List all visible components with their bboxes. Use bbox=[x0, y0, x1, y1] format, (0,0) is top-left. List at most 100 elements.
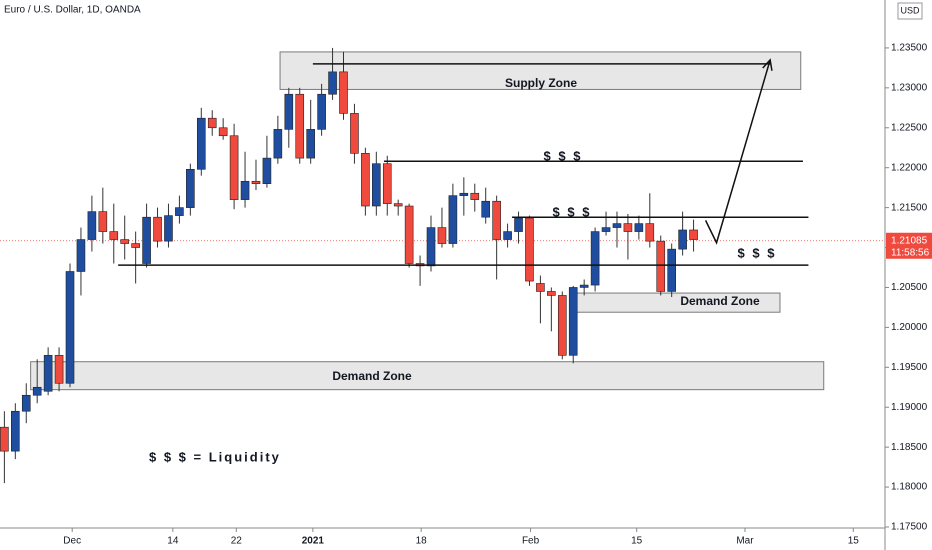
candle-body bbox=[634, 223, 644, 232]
arrow-head bbox=[762, 58, 773, 71]
candles bbox=[0, 47, 698, 484]
candle-body bbox=[317, 93, 326, 130]
x-tick-label: 15 bbox=[631, 536, 643, 547]
candle-body bbox=[525, 217, 534, 282]
candle-body bbox=[601, 227, 611, 232]
candle-body bbox=[196, 117, 206, 170]
candle-body bbox=[120, 239, 130, 244]
candle-body bbox=[557, 295, 567, 356]
candle-body bbox=[54, 355, 64, 384]
arrow bbox=[704, 59, 771, 245]
candle-body bbox=[590, 231, 600, 286]
candle-body bbox=[11, 410, 20, 452]
candle-body bbox=[295, 93, 305, 159]
candle-body bbox=[262, 157, 272, 184]
last-price-box bbox=[886, 232, 932, 259]
candle-body bbox=[339, 71, 348, 114]
candle-body bbox=[459, 192, 469, 196]
candle-body bbox=[164, 215, 173, 242]
candle-body bbox=[306, 129, 315, 159]
candle-body bbox=[382, 163, 392, 204]
liquidity-mark: $ $ $ bbox=[553, 204, 592, 219]
candle-body bbox=[32, 386, 42, 396]
zone bbox=[279, 51, 802, 90]
zone-label: Demand Zone bbox=[332, 369, 412, 383]
x-tick-label: Mar bbox=[736, 536, 754, 547]
x-tick-label: Dec bbox=[63, 536, 81, 547]
y-tick-label: 1.18000 bbox=[891, 482, 928, 493]
x-tick-label: 14 bbox=[167, 536, 179, 547]
annotations: Supply Zone Demand Zone Demand Zone $ $ $ $ … bbox=[118, 58, 809, 383]
candle-body bbox=[503, 231, 512, 240]
y-tick-label: 1.23000 bbox=[891, 82, 928, 93]
currency-box bbox=[897, 2, 923, 20]
x-tick-label: 2021 bbox=[302, 536, 325, 547]
candle-body bbox=[142, 216, 151, 264]
candle-body bbox=[251, 180, 261, 184]
candle-body bbox=[568, 287, 578, 356]
zone bbox=[30, 361, 825, 391]
x-tick-label: 15 bbox=[848, 536, 860, 547]
candle-body bbox=[186, 168, 195, 208]
candle-body bbox=[536, 283, 545, 292]
y-tick-label: 1.20000 bbox=[891, 322, 928, 333]
candle-body bbox=[470, 192, 480, 200]
candle-body bbox=[612, 223, 622, 228]
y-tick-label: 1.22000 bbox=[891, 162, 928, 173]
countdown: 11:58:56 bbox=[891, 247, 930, 258]
zones bbox=[30, 51, 825, 391]
candle-body bbox=[98, 211, 108, 232]
candle-body bbox=[656, 240, 666, 292]
candle-body bbox=[131, 243, 140, 248]
candle-body bbox=[579, 284, 589, 288]
candle-body bbox=[448, 195, 458, 244]
candle-body bbox=[492, 200, 501, 240]
y-tick-label: 1.19500 bbox=[891, 362, 928, 373]
candle-body bbox=[645, 223, 655, 242]
candle-body bbox=[284, 93, 294, 130]
liquidity-mark: $ $ $ bbox=[738, 245, 777, 260]
candle-body bbox=[0, 426, 9, 452]
candle-body bbox=[328, 71, 337, 95]
chart-title: Euro / U.S. Dollar, 1D, OANDA bbox=[4, 5, 141, 16]
candle-body bbox=[76, 239, 86, 272]
candle-body bbox=[350, 113, 359, 154]
candle-body bbox=[623, 223, 633, 232]
candle-body bbox=[229, 135, 239, 200]
last-price-label: 1.21085 bbox=[891, 235, 928, 246]
candle-body bbox=[361, 153, 370, 207]
candle-body bbox=[65, 271, 75, 384]
y-tick-label: 1.19000 bbox=[891, 402, 928, 413]
liquidity-legend: $ $ $ = Liquidity bbox=[149, 449, 281, 464]
currency: USD bbox=[900, 5, 920, 15]
x-tick-label: 22 bbox=[231, 536, 243, 547]
candle-body bbox=[404, 205, 414, 264]
y-tick-label: 1.17500 bbox=[891, 522, 928, 533]
candle-body bbox=[207, 117, 217, 129]
y-tick-label: 1.18500 bbox=[891, 442, 928, 453]
candle-body bbox=[109, 231, 119, 240]
candle-body bbox=[273, 129, 283, 159]
candle-body bbox=[21, 394, 31, 412]
candle-body bbox=[372, 163, 381, 207]
candle-body bbox=[43, 355, 53, 392]
candle-body bbox=[514, 217, 523, 232]
y-tick-label: 1.20500 bbox=[891, 282, 928, 293]
candle-body bbox=[240, 180, 250, 200]
candle-body bbox=[426, 227, 436, 267]
candle-body bbox=[175, 207, 184, 216]
candle-body bbox=[437, 227, 447, 244]
zone-label: Demand Zone bbox=[680, 294, 760, 308]
y-tick-label: 1.23500 bbox=[891, 43, 928, 54]
candle-body bbox=[547, 291, 556, 296]
zone-label: Supply Zone bbox=[505, 76, 577, 90]
candle-body bbox=[218, 127, 228, 137]
candle-body bbox=[481, 200, 491, 218]
candle-body bbox=[153, 216, 162, 242]
candle-body bbox=[393, 203, 403, 207]
liquidity-mark: $ $ $ bbox=[544, 148, 583, 163]
x-tick-label: 18 bbox=[416, 536, 428, 547]
x-tick-label: Feb bbox=[522, 536, 540, 547]
